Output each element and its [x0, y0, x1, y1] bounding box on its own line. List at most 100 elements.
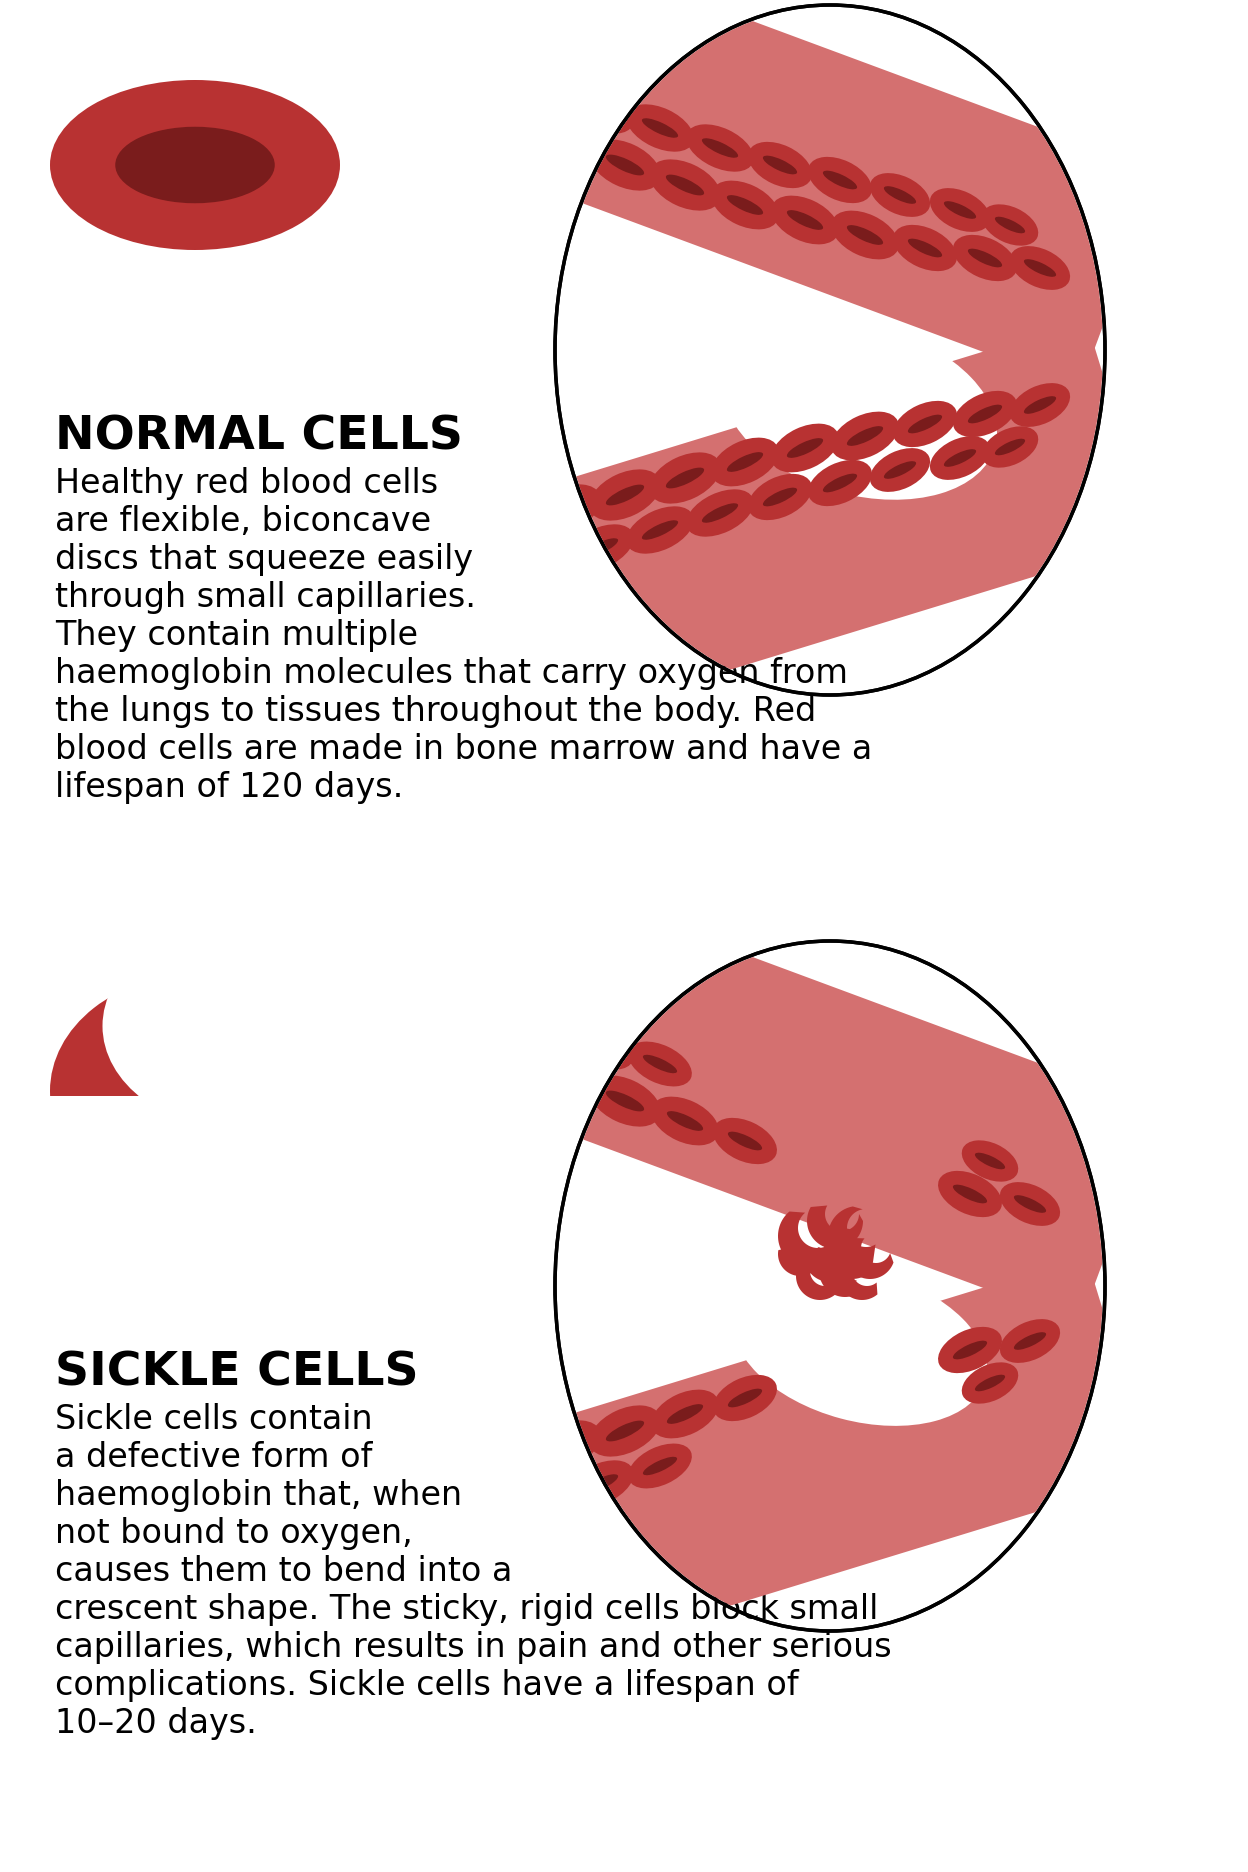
Ellipse shape — [995, 217, 1025, 234]
Text: SICKLE CELLS: SICKLE CELLS — [55, 1352, 418, 1397]
Ellipse shape — [726, 453, 763, 472]
Ellipse shape — [968, 249, 1002, 268]
Ellipse shape — [728, 1133, 763, 1149]
Ellipse shape — [968, 404, 1002, 423]
Ellipse shape — [605, 155, 644, 176]
Ellipse shape — [626, 105, 694, 152]
Ellipse shape — [982, 204, 1038, 245]
Text: Healthy red blood cells: Healthy red blood cells — [55, 466, 438, 500]
Ellipse shape — [529, 1421, 600, 1471]
Text: not bound to oxygen,: not bound to oxygen, — [55, 1516, 413, 1550]
Ellipse shape — [628, 1443, 691, 1488]
Text: blood cells are made in bone marrow and have a: blood cells are made in bone marrow and … — [55, 734, 872, 766]
Ellipse shape — [545, 1071, 584, 1091]
Ellipse shape — [545, 500, 584, 520]
Ellipse shape — [938, 1327, 1002, 1374]
Ellipse shape — [643, 1054, 678, 1073]
Ellipse shape — [1010, 245, 1070, 290]
Ellipse shape — [643, 1456, 678, 1475]
Ellipse shape — [701, 139, 738, 157]
Ellipse shape — [641, 118, 678, 139]
Polygon shape — [824, 1226, 874, 1279]
Ellipse shape — [962, 1363, 1018, 1404]
Ellipse shape — [870, 172, 930, 217]
Text: They contain multiple: They contain multiple — [55, 620, 418, 651]
Ellipse shape — [763, 155, 797, 174]
Ellipse shape — [975, 1374, 1005, 1391]
Text: the lungs to tissues throughout the body. Red: the lungs to tissues throughout the body… — [55, 695, 816, 728]
Ellipse shape — [529, 485, 600, 535]
Ellipse shape — [771, 197, 839, 245]
Ellipse shape — [555, 6, 1104, 695]
Ellipse shape — [943, 449, 976, 466]
Ellipse shape — [626, 505, 694, 554]
Ellipse shape — [763, 489, 797, 505]
Ellipse shape — [748, 474, 812, 520]
Ellipse shape — [748, 142, 812, 187]
Text: capillaries, which results in pain and other serious: capillaries, which results in pain and o… — [55, 1631, 891, 1664]
Ellipse shape — [930, 187, 990, 232]
Ellipse shape — [666, 1404, 703, 1425]
Ellipse shape — [1013, 1333, 1046, 1350]
Ellipse shape — [943, 200, 976, 219]
Polygon shape — [467, 320, 1153, 730]
Ellipse shape — [651, 1389, 719, 1438]
Ellipse shape — [807, 157, 872, 204]
Ellipse shape — [822, 474, 857, 492]
Polygon shape — [804, 1245, 856, 1282]
Ellipse shape — [787, 210, 824, 230]
Ellipse shape — [1010, 384, 1070, 427]
Ellipse shape — [884, 185, 916, 204]
Polygon shape — [827, 1206, 876, 1265]
Ellipse shape — [982, 427, 1038, 468]
Ellipse shape — [938, 1170, 1002, 1217]
Ellipse shape — [649, 159, 720, 212]
Text: 10–20 days.: 10–20 days. — [55, 1707, 257, 1739]
Text: lifespan of 120 days.: lifespan of 120 days. — [55, 771, 403, 803]
Ellipse shape — [567, 86, 634, 133]
Polygon shape — [819, 1245, 856, 1297]
Ellipse shape — [50, 973, 349, 1209]
Polygon shape — [837, 1254, 877, 1299]
Ellipse shape — [870, 447, 930, 492]
Ellipse shape — [567, 1460, 634, 1507]
Ellipse shape — [884, 461, 916, 479]
Ellipse shape — [907, 238, 942, 256]
Ellipse shape — [822, 170, 857, 189]
Polygon shape — [845, 1237, 894, 1279]
Text: crescent shape. The sticky, rigid cells block small: crescent shape. The sticky, rigid cells … — [55, 1593, 879, 1627]
Ellipse shape — [641, 520, 678, 539]
Ellipse shape — [589, 139, 660, 191]
Ellipse shape — [628, 1041, 691, 1086]
Ellipse shape — [713, 1118, 778, 1164]
Ellipse shape — [711, 180, 779, 230]
Ellipse shape — [529, 120, 600, 170]
Ellipse shape — [1000, 1320, 1060, 1363]
Ellipse shape — [953, 234, 1017, 281]
Ellipse shape — [713, 1374, 778, 1421]
Ellipse shape — [975, 1153, 1005, 1170]
Ellipse shape — [847, 427, 884, 446]
Text: causes them to bend into a: causes them to bend into a — [55, 1556, 513, 1587]
Ellipse shape — [545, 1436, 584, 1456]
Ellipse shape — [686, 124, 754, 172]
Ellipse shape — [686, 489, 754, 537]
Ellipse shape — [711, 438, 779, 487]
Text: complications. Sickle cells have a lifespan of: complications. Sickle cells have a lifes… — [55, 1670, 799, 1702]
Ellipse shape — [728, 1389, 763, 1408]
Ellipse shape — [666, 1112, 703, 1131]
Ellipse shape — [605, 1091, 644, 1112]
Ellipse shape — [102, 921, 387, 1131]
Ellipse shape — [666, 468, 704, 489]
Ellipse shape — [567, 1022, 634, 1069]
Polygon shape — [796, 1264, 844, 1299]
Text: Sickle cells contain: Sickle cells contain — [55, 1402, 373, 1436]
Ellipse shape — [582, 101, 618, 120]
Ellipse shape — [807, 461, 872, 505]
Ellipse shape — [930, 436, 990, 479]
Ellipse shape — [787, 438, 824, 459]
Ellipse shape — [649, 453, 720, 504]
Polygon shape — [467, 1256, 1153, 1666]
Ellipse shape — [589, 470, 660, 520]
Ellipse shape — [995, 438, 1025, 455]
